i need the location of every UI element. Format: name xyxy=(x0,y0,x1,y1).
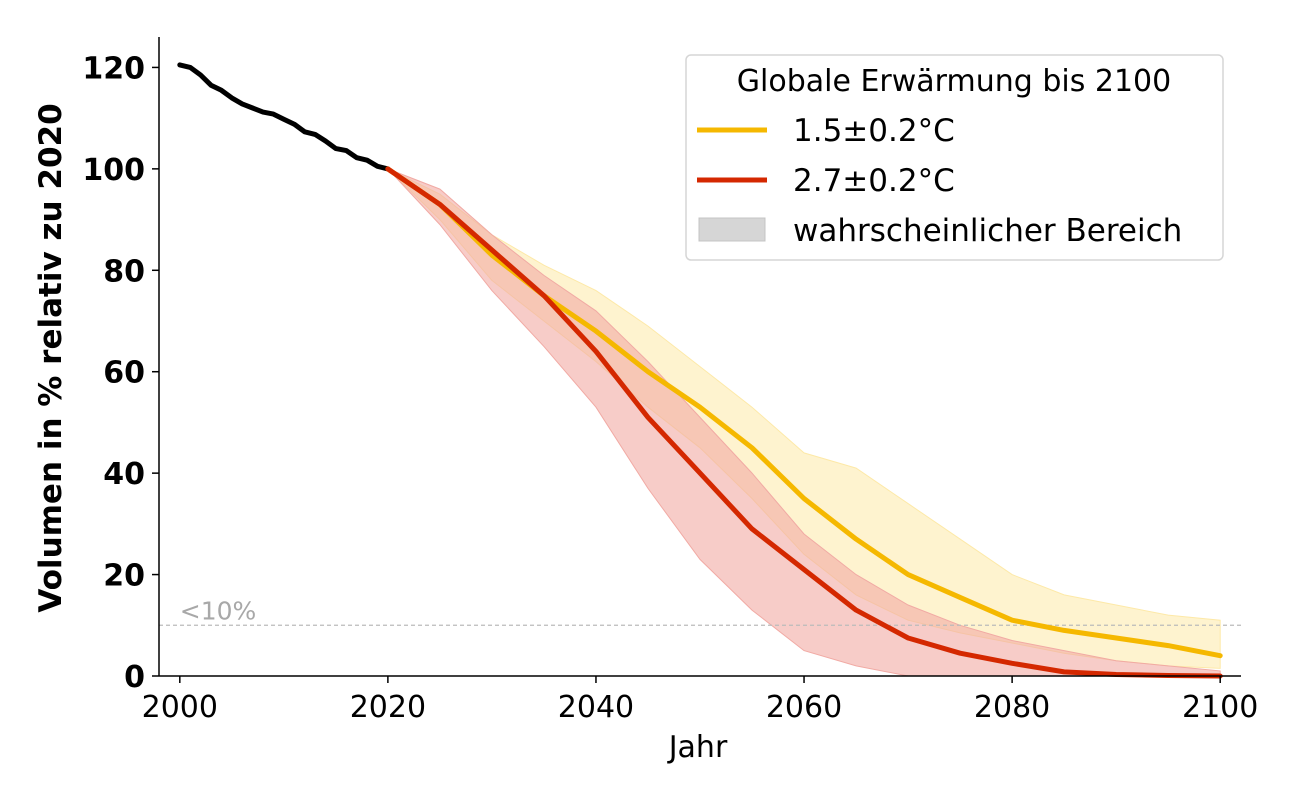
x-tick-label-2000: 2000 xyxy=(142,690,218,725)
x-tick-label-2020: 2020 xyxy=(350,690,426,725)
y-tick-label-60: 60 xyxy=(103,356,145,391)
legend-label-2-7c: 2.7±0.2°C xyxy=(793,163,955,199)
y-tick-label-20: 20 xyxy=(103,559,145,594)
legend-title: Globale Erwärmung bis 2100 xyxy=(737,64,1171,99)
y-tick-label-0: 0 xyxy=(124,660,145,695)
x-tick-label-2040: 2040 xyxy=(558,690,634,725)
threshold-label: <10% xyxy=(180,596,257,625)
legend-label-range: wahrscheinlicher Bereich xyxy=(793,213,1182,249)
x-tick-label-2060: 2060 xyxy=(766,690,842,725)
y-tick-label-40: 40 xyxy=(103,457,145,492)
series-lines xyxy=(177,62,1223,679)
y-tick-label-80: 80 xyxy=(103,254,145,289)
y-tick-label-120: 120 xyxy=(82,51,145,86)
legend-frame xyxy=(685,54,1224,261)
legend-label-1-5c: 1.5±0.2°C xyxy=(793,113,955,149)
x-tick-label-2080: 2080 xyxy=(974,690,1050,725)
x-tick-label-2100: 2100 xyxy=(1182,690,1258,725)
x-axis-title: Jahr xyxy=(667,730,728,765)
y-axis-title: Volumen in % relativ zu 2020 xyxy=(33,103,69,612)
series-line-2 xyxy=(385,166,1223,679)
legend: Globale Erwärmung bis 2100 1.5±0.2°C 2.7… xyxy=(685,54,1224,261)
y-tick-label-100: 100 xyxy=(82,153,145,188)
series-line-0 xyxy=(177,62,391,172)
legend-swatch-range xyxy=(698,217,766,242)
